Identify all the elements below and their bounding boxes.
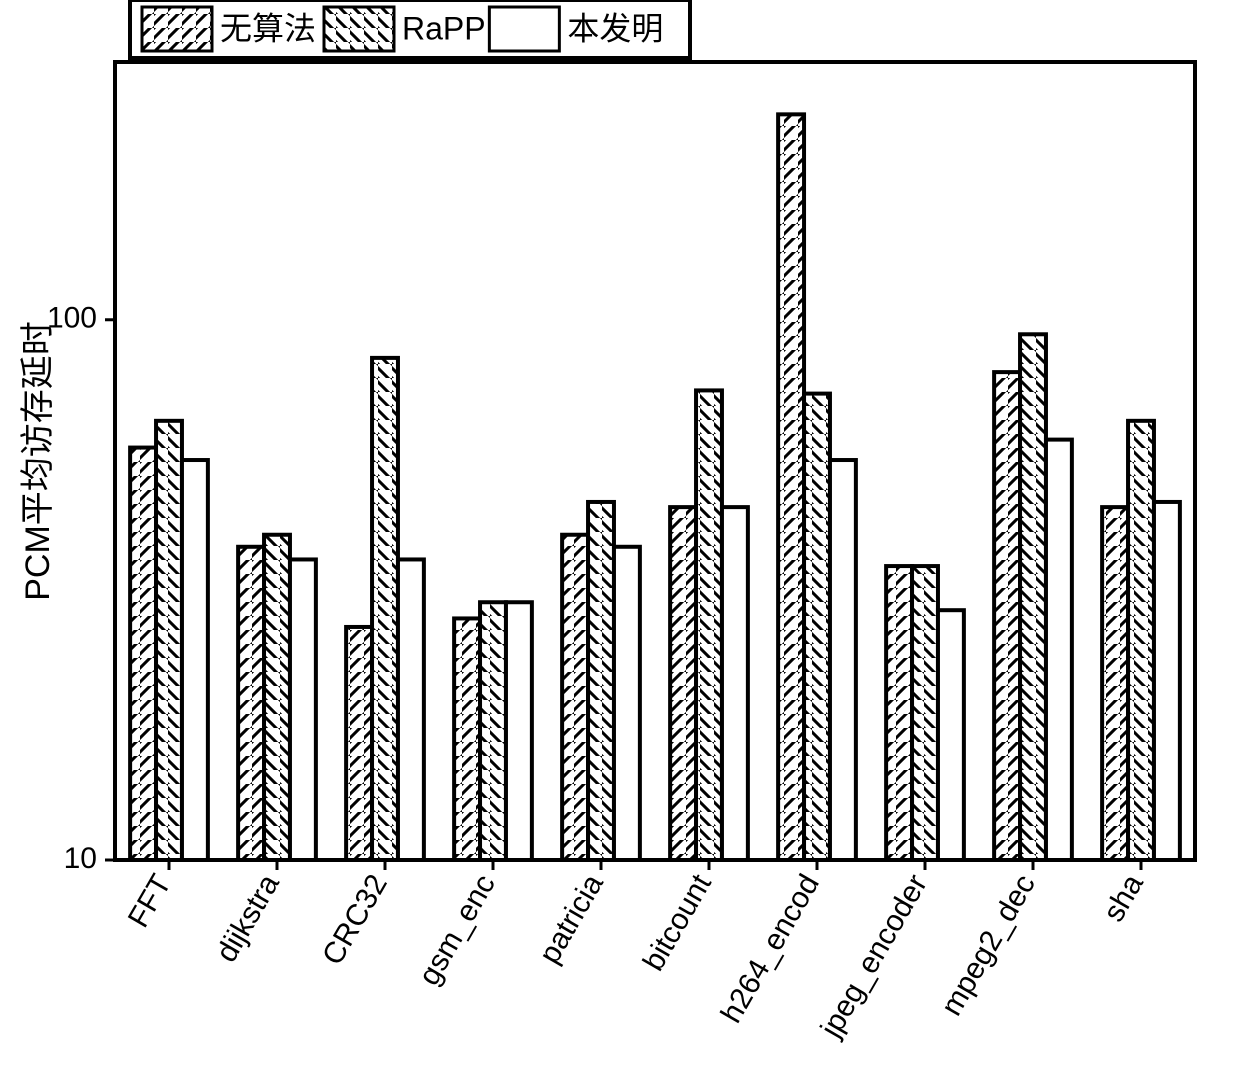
- bar-no_algo-jpeg_encoder: [886, 566, 912, 860]
- bar-rapp-gsm_enc: [480, 602, 506, 860]
- ytick-label: 10: [64, 842, 97, 875]
- legend-label-rapp: RaPP: [402, 10, 486, 46]
- y-axis-label: PCM平均访存延时: [19, 321, 57, 601]
- legend-label-no_algo: 无算法: [220, 10, 316, 46]
- bar-no_algo-bitcount: [670, 507, 696, 860]
- bar-ours-bitcount: [722, 507, 748, 860]
- bar-rapp-FFT: [156, 421, 182, 860]
- bar-rapp-mpeg2_dec: [1020, 334, 1046, 860]
- bar-no_algo-sha: [1102, 507, 1128, 860]
- bar-chart: 10100PCM平均访存延时FFTdijkstraCRC32gsm_encpat…: [0, 0, 1240, 1085]
- bar-rapp-patricia: [588, 502, 614, 860]
- bar-ours-sha: [1154, 502, 1180, 860]
- bar-rapp-CRC32: [372, 358, 398, 860]
- bar-no_algo-CRC32: [346, 627, 372, 860]
- bar-no_algo-patricia: [562, 535, 588, 860]
- bar-ours-jpeg_encoder: [938, 610, 964, 860]
- bar-ours-CRC32: [398, 559, 424, 860]
- bar-rapp-jpeg_encoder: [912, 566, 938, 860]
- bar-ours-h264_encod: [830, 460, 856, 860]
- bar-no_algo-mpeg2_dec: [994, 372, 1020, 860]
- bar-no_algo-h264_encod: [778, 114, 804, 860]
- bar-no_algo-gsm_enc: [454, 618, 480, 860]
- bar-ours-gsm_enc: [506, 602, 532, 860]
- bar-rapp-sha: [1128, 421, 1154, 860]
- legend-swatch-no_algo: [142, 7, 212, 51]
- chart-container: 10100PCM平均访存延时FFTdijkstraCRC32gsm_encpat…: [0, 0, 1240, 1085]
- bar-no_algo-dijkstra: [238, 547, 264, 860]
- legend-swatch-ours: [489, 7, 559, 51]
- bar-ours-mpeg2_dec: [1046, 440, 1072, 860]
- bar-rapp-bitcount: [696, 390, 722, 860]
- bar-no_algo-FFT: [130, 448, 156, 860]
- legend-swatch-rapp: [324, 7, 394, 51]
- bar-ours-dijkstra: [290, 559, 316, 860]
- legend-label-ours: 本发明: [567, 10, 663, 46]
- bar-rapp-h264_encod: [804, 394, 830, 860]
- bar-ours-patricia: [614, 547, 640, 860]
- bar-ours-FFT: [182, 460, 208, 860]
- bar-rapp-dijkstra: [264, 535, 290, 860]
